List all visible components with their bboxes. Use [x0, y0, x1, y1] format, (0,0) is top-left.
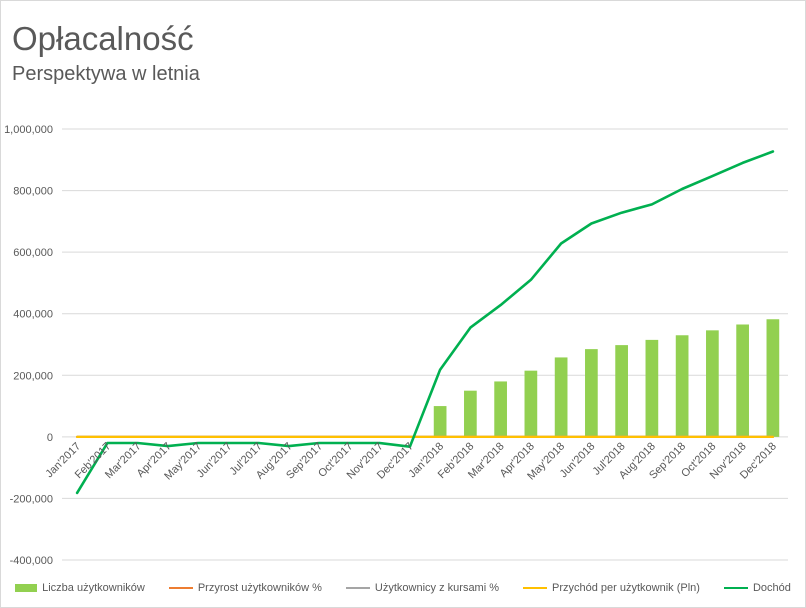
- legend-label: Użytkownicy z kursami %: [374, 582, 499, 594]
- bar: [615, 345, 628, 437]
- bar: [494, 381, 507, 437]
- legend-label: Przyrost użytkowników %: [197, 582, 322, 594]
- bar: [464, 390, 477, 437]
- legend-swatch: [15, 584, 38, 592]
- chart-title: Opłacalność: [12, 20, 194, 57]
- legend-swatch: [345, 587, 370, 589]
- legend: Liczba użytkowników Przyrost użytkowników…: [0, 578, 806, 598]
- bar: [675, 335, 689, 437]
- legend-label: Przychód per użytkownik (Pln): [552, 582, 700, 594]
- legend-label: Dochód: [752, 582, 791, 594]
- y-tick-label: -400,000: [10, 555, 53, 567]
- y-tick-label: -200,000: [10, 493, 53, 505]
- line-series: [75, 150, 775, 495]
- legend-entry: Liczba użytkowników: [15, 582, 145, 594]
- bar: [524, 370, 538, 437]
- series-line: [75, 150, 775, 495]
- y-tick-label: 1,000,000: [4, 124, 53, 136]
- legend-swatch: [723, 587, 748, 589]
- legend-label: Liczba użytkowników: [42, 582, 145, 594]
- bar: [736, 324, 749, 437]
- y-tick-label: 400,000: [13, 309, 53, 321]
- legend-entry: Dochód: [723, 582, 791, 594]
- bar: [585, 349, 598, 437]
- legend-swatch: [523, 587, 547, 589]
- y-axis-ticks: -400,000 -200,000 0 200,000 400,000 600,000 80…: [4, 124, 53, 567]
- legend-entry: Użytkownicy z kursami %: [345, 582, 499, 594]
- bar: [766, 319, 780, 437]
- y-tick-label: 200,000: [13, 370, 53, 382]
- legend-swatch: [168, 587, 193, 589]
- x-axis-ticks: Jan'2017Feb'2017Mar'2017Apr'2017May'2017…: [43, 440, 779, 482]
- legend-entry: Przyrost użytkowników %: [168, 582, 322, 594]
- bar: [645, 339, 659, 437]
- bar: [706, 330, 719, 437]
- chart-subtitle: Perspektywa w letnia: [12, 63, 200, 85]
- bar-series: [433, 319, 780, 437]
- y-tick-label: 0: [47, 432, 53, 444]
- bar: [433, 406, 447, 437]
- y-tick-label: 800,000: [13, 186, 53, 198]
- y-tick-label: 600,000: [13, 247, 53, 259]
- bar: [554, 357, 568, 437]
- legend-entry: Przychód per użytkownik (Pln): [523, 582, 700, 594]
